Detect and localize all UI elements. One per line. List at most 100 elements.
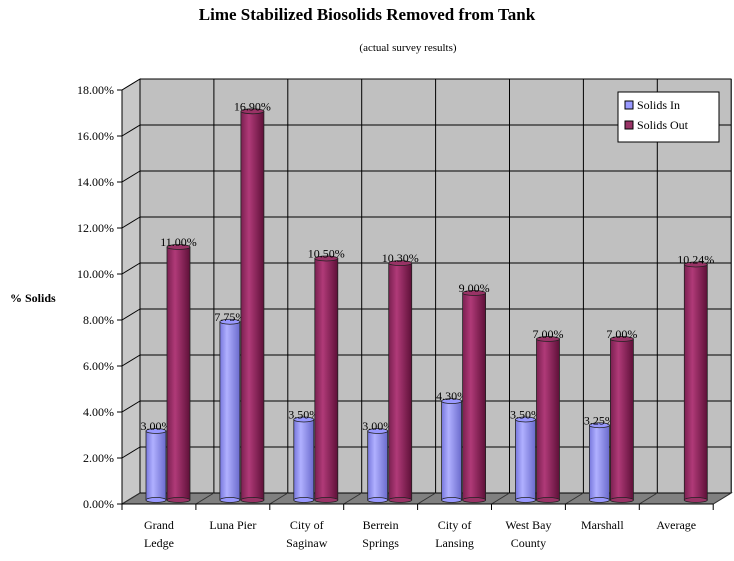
bar-body <box>462 292 487 501</box>
bar-solids-out <box>462 290 487 503</box>
data-label: 7.00% <box>533 327 564 341</box>
floor-divider <box>565 492 584 505</box>
data-label: 4.30% <box>436 389 467 403</box>
floor-divider <box>639 492 658 505</box>
bar-base <box>462 497 487 503</box>
bar-body <box>314 258 339 501</box>
bar-body <box>683 264 708 501</box>
x-tick-label: Ledge <box>144 536 174 550</box>
bar-solids-in <box>293 416 315 503</box>
y-tick-label: 18.00% <box>77 83 114 97</box>
y-tick-label: 10.00% <box>77 267 114 281</box>
floor-divider <box>195 492 215 505</box>
y-tick-label: 4.00% <box>83 405 114 419</box>
x-tick-label: West Bay <box>505 518 551 532</box>
y-axis-label: % Solids <box>10 291 56 305</box>
bar-solids-in <box>367 428 389 503</box>
x-tick-label: Springs <box>362 536 399 550</box>
x-tick-label: County <box>511 536 546 550</box>
bar-body <box>441 400 463 501</box>
bar-top <box>145 428 167 434</box>
bar-solids-out <box>536 336 560 503</box>
bar-body <box>293 419 315 501</box>
legend: Solids In Solids Out <box>617 91 720 143</box>
bar-base <box>441 497 463 503</box>
side-gridline <box>121 354 141 367</box>
x-tick-label: Lansing <box>435 536 474 550</box>
side-gridline <box>121 78 141 91</box>
side-wall <box>121 78 141 505</box>
y-tick-label: 0.00% <box>83 497 114 511</box>
y-tick-label: 14.00% <box>77 175 114 189</box>
data-label: 10.24% <box>677 252 714 266</box>
legend-label-solids-out: Solids Out <box>637 118 689 132</box>
bar-solids-out <box>683 261 708 503</box>
floor-divider <box>417 492 436 505</box>
bar-solids-in <box>219 318 241 503</box>
bar-body <box>166 246 191 501</box>
bar-base <box>683 497 708 503</box>
x-tick-label: Marshall <box>581 518 624 532</box>
x-tick-label: Berrein <box>363 518 399 532</box>
legend-label-solids-in: Solids In <box>637 98 680 112</box>
data-label: 3.00% <box>141 419 172 433</box>
data-label: 9.00% <box>459 281 490 295</box>
bar-solids-in <box>515 416 536 503</box>
chart-title: Lime Stabilized Biosolids Removed from T… <box>199 5 536 24</box>
data-label: 16.90% <box>234 99 271 113</box>
x-tick-label: Saginaw <box>286 536 328 550</box>
data-label: 3.25% <box>584 413 615 427</box>
bar-base <box>367 497 389 503</box>
bar-base <box>240 497 265 503</box>
chart-subtitle: (actual survey results) <box>359 42 456 54</box>
floor-divider <box>343 492 362 505</box>
floor-divider <box>269 492 289 505</box>
bar-body <box>145 430 167 501</box>
bar-body <box>240 110 265 501</box>
side-gridline <box>121 262 141 275</box>
bar-body <box>388 262 413 501</box>
bar-body <box>219 321 241 501</box>
bar-solids-in <box>441 398 463 503</box>
bar-top <box>388 260 413 267</box>
bar-top <box>166 244 191 250</box>
bar-top <box>515 416 536 423</box>
bar-solids-out <box>314 255 339 503</box>
data-label: 10.30% <box>382 251 419 265</box>
bar-base <box>388 497 413 503</box>
bar-top <box>367 428 389 434</box>
y-tick-label: 8.00% <box>83 313 114 327</box>
bar-body <box>589 424 610 501</box>
x-tick-label: Grand <box>144 518 174 532</box>
data-label: 11.00% <box>160 235 197 249</box>
bar-base <box>166 497 191 503</box>
data-label: 3.00% <box>362 419 393 433</box>
side-gridline <box>121 170 141 183</box>
data-label: 7.75% <box>214 310 245 324</box>
legend-swatch-solids-out <box>624 120 634 130</box>
y-tick-label: 6.00% <box>83 359 114 373</box>
bar-top <box>462 290 487 296</box>
bar-solids-out <box>166 244 191 503</box>
floor-divider <box>121 492 141 505</box>
data-label: 7.00% <box>606 327 637 341</box>
bar-top <box>589 422 610 429</box>
bar-top <box>314 255 339 262</box>
bar-top <box>240 108 265 115</box>
bar-body <box>536 338 560 501</box>
bar-base <box>145 497 167 503</box>
bar-body <box>515 419 536 501</box>
bar-base <box>515 497 536 503</box>
x-tick-label: Average <box>656 518 696 532</box>
side-gridline <box>121 124 141 137</box>
bar-top <box>219 318 241 325</box>
x-tick-label: Luna Pier <box>209 518 256 532</box>
data-label: 10.50% <box>308 247 345 261</box>
data-label: 3.50% <box>510 408 541 422</box>
y-tick-label: 12.00% <box>77 221 114 235</box>
bar-solids-out <box>240 108 265 503</box>
bar-body <box>610 338 634 501</box>
bar-solids-in <box>589 422 610 503</box>
side-gridline <box>121 216 141 229</box>
